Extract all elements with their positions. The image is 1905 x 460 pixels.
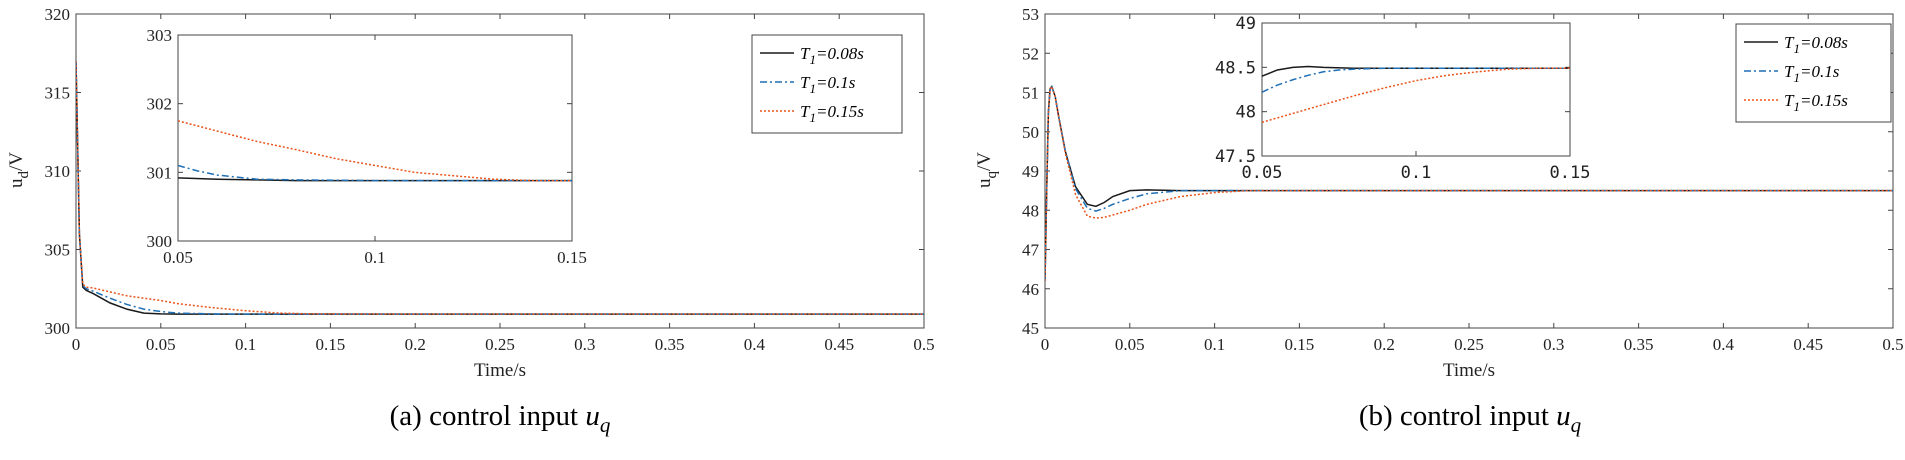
inset-b-xtick-label: 0.15 — [1550, 163, 1591, 183]
legend-entry-label: T1=0.15s — [1784, 91, 1848, 114]
y-axis-label-main: u — [974, 178, 995, 188]
main-b-ytick-label: 52 — [1022, 44, 1039, 63]
main-a-xtick-label: 0.45 — [824, 335, 854, 354]
main-b-series-3-line — [1045, 85, 1893, 281]
y-axis-label: uq/V — [974, 152, 1000, 188]
main-b-ytick-label: 45 — [1022, 319, 1039, 338]
main-a-xtick-label: 0.2 — [405, 335, 426, 354]
main-a-xtick-label: 0.5 — [913, 335, 934, 354]
main-a-ytick-label: 300 — [45, 319, 71, 338]
caption-variable: u — [1556, 400, 1571, 432]
main-a-ytick-label: 305 — [45, 241, 71, 260]
main-a-xtick-label: 0.1 — [235, 335, 256, 354]
chart-a: 0 0.05 0.1 0.15 0.2 0.25 0.3 0.35 0.4 0.45 0.5 300 3… — [6, 5, 935, 437]
inset-b-series-3-line — [1262, 67, 1570, 124]
inset-b-xtick-label: 0.05 — [1242, 163, 1283, 183]
main-b-xtick-label: 0.25 — [1454, 335, 1484, 354]
main-b-xtick-label: 0.3 — [1543, 335, 1564, 354]
main-b-xtick-label: 0.35 — [1624, 335, 1654, 354]
inset-b-series-1-line — [1262, 65, 1570, 77]
main-b-ytick-label: 53 — [1022, 5, 1039, 24]
main-b-xtick-label: 0.05 — [1115, 335, 1145, 354]
chart-b: 0 0.05 0.1 0.15 0.2 0.25 0.3 0.35 0.4 0.45 0.5 45 46… — [974, 5, 1904, 437]
legend-box — [751, 34, 903, 134]
y-axis-label-sub: d — [16, 171, 32, 179]
inset-plot-b: 0.05 0.1 0.15 47.5 48 48.5 49 — [1215, 14, 1590, 183]
inset-a-xtick-label: 0.15 — [557, 248, 587, 267]
inset-a-ytick-label: 303 — [147, 26, 173, 45]
legend-entry-label: T1=0.1s — [800, 73, 856, 96]
legend-entry-label: T1=0.15s — [800, 102, 864, 125]
inset-a-ytick-label: 300 — [147, 232, 173, 251]
main-a-xtick-label: 0.3 — [574, 335, 595, 354]
inset-a-xtick-label: 0.1 — [364, 248, 385, 267]
inset-b-frame — [1261, 22, 1571, 157]
inset-a-xtick-label: 0.05 — [163, 248, 193, 267]
x-axis-label: Time/s — [474, 360, 526, 381]
main-b-xtick-label: 0.15 — [1285, 335, 1315, 354]
caption-variable-sub: q — [600, 413, 611, 437]
legend-entry-label: T1=0.08s — [800, 44, 864, 67]
y-axis-label-unit: /V — [974, 152, 995, 171]
main-b-ytick-label: 49 — [1022, 162, 1039, 181]
x-axis-label: Time/s — [1443, 360, 1495, 381]
inset-a-ytick-label: 301 — [147, 163, 173, 182]
caption-text: (b) control input — [1359, 400, 1556, 432]
main-a-xtick-label: 0.25 — [485, 335, 515, 354]
main-b-ytick-label: 47 — [1022, 241, 1040, 260]
svg-text:uq/V: uq/V — [974, 152, 1000, 188]
main-b-xtick-label: 0.5 — [1882, 335, 1903, 354]
main-a-ytick-label: 320 — [45, 5, 71, 24]
legend-entry-label: T1=0.08s — [1784, 33, 1848, 56]
inset-b-ytick-label: 48 — [1236, 103, 1256, 123]
inset-b-xtick-label: 0.1 — [1401, 163, 1432, 183]
caption-text: (a) control input — [390, 400, 586, 432]
main-a-xtick-label: 0.35 — [655, 335, 685, 354]
legend: T1=0.08s T1=0.1s T1=0.15s — [751, 34, 903, 134]
main-b-xtick-label: 0 — [1041, 335, 1050, 354]
main-b-xtick-label: 0.45 — [1793, 335, 1823, 354]
inset-plot-a: 0.05 0.1 0.15 300 301 302 303 — [147, 26, 587, 267]
y-axis-label: ud/V — [6, 152, 32, 188]
inset-b-ytick-label: 49 — [1236, 14, 1256, 34]
legend-box — [1735, 23, 1892, 123]
main-a-xtick-label: 0.05 — [146, 335, 176, 354]
main-b-ytick-label: 50 — [1022, 123, 1039, 142]
main-a-ytick-label: 310 — [45, 162, 71, 181]
caption-variable-sub: q — [1571, 413, 1582, 437]
y-axis-label-unit: /V — [6, 152, 27, 171]
inset-b-ytick-label: 48.5 — [1215, 58, 1256, 78]
inset-a-frame — [177, 34, 573, 242]
main-a-xtick-label: 0.15 — [316, 335, 346, 354]
main-b-ytick-label: 48 — [1022, 201, 1039, 220]
figure-caption: (a) control input uq — [390, 400, 611, 437]
caption-variable: u — [585, 400, 600, 432]
main-b-xtick-label: 0.2 — [1374, 335, 1395, 354]
svg-text:ud/V: ud/V — [6, 152, 32, 188]
main-a-xtick-label: 0.4 — [744, 335, 766, 354]
inset-a-series-2-line — [178, 164, 572, 182]
inset-b-ytick-label: 47.5 — [1215, 147, 1256, 167]
main-a-xtick-label: 0 — [72, 335, 81, 354]
main-b-xtick-label: 0.4 — [1713, 335, 1735, 354]
main-a-series-2-line — [76, 61, 924, 315]
main-b-ytick-label: 51 — [1022, 84, 1039, 103]
figure-caption: (b) control input uq — [1359, 400, 1582, 437]
y-axis-label-sub: q — [984, 171, 1000, 179]
legend: T1=0.08s T1=0.1s T1=0.15s — [1735, 23, 1892, 123]
inset-b-series-2-line — [1262, 67, 1570, 93]
legend-entry-label: T1=0.1s — [1784, 62, 1840, 85]
main-b-xtick-label: 0.1 — [1204, 335, 1225, 354]
main-a-ytick-label: 315 — [45, 84, 71, 103]
y-axis-label-main: u — [6, 178, 27, 188]
main-b-ytick-label: 46 — [1022, 280, 1039, 299]
inset-a-ytick-label: 302 — [147, 95, 173, 114]
